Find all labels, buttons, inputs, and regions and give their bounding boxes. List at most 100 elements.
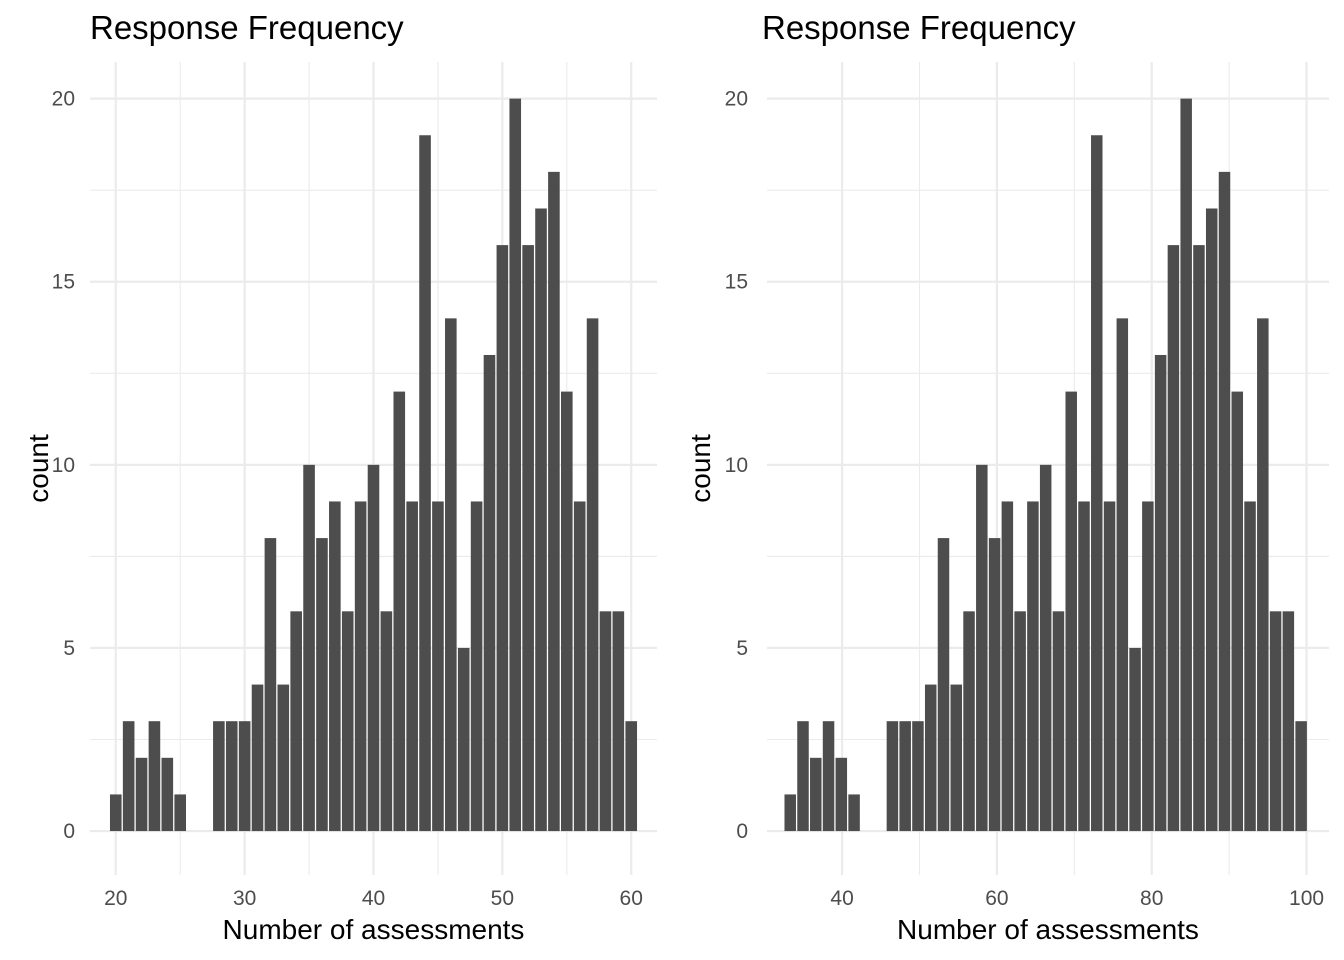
histogram-bar: [1142, 501, 1154, 832]
x-tick-label: 40: [362, 887, 385, 910]
histogram-bar: [1218, 171, 1231, 832]
histogram-bar: [988, 538, 1001, 832]
histogram-bar: [1116, 318, 1129, 832]
histogram-bar: [1065, 391, 1077, 832]
histogram-bar: [1231, 391, 1244, 832]
x-tick-label: 20: [104, 887, 127, 910]
y-tick-label: 15: [52, 271, 75, 294]
y-tick-label: 10: [52, 454, 75, 477]
histogram-bar: [963, 611, 975, 832]
histogram-bar: [1282, 611, 1295, 832]
histogram-bar: [341, 611, 354, 832]
x-axis-ticks: 40 60 80 100: [830, 887, 1324, 910]
histogram-bar: [1180, 98, 1192, 832]
histogram-bar: [419, 135, 431, 832]
histogram-bar: [264, 538, 277, 832]
y-tick-label: 0: [63, 820, 75, 843]
y-axis-ticks: 0 5 10 15 20: [52, 88, 75, 843]
histogram-bar: [912, 721, 924, 832]
histogram-bar: [161, 757, 174, 832]
histogram-bar: [225, 721, 238, 832]
histogram-bar: [1014, 611, 1026, 832]
histogram-bar: [835, 757, 848, 832]
y-tick-label: 20: [725, 88, 748, 111]
x-axis-title: Number of assessments: [897, 914, 1199, 945]
histogram-bar: [797, 721, 809, 832]
histogram-bar: [174, 794, 187, 832]
chart-panel-2: 0 5 10 15 20 40 60 80 100 Response Frequency Numbe…: [685, 9, 1329, 945]
histogram-bar: [522, 245, 534, 832]
histogram-bar: [612, 611, 625, 832]
histogram-bar: [599, 611, 612, 832]
histogram-bar: [432, 501, 444, 832]
histogram-bar: [1091, 135, 1103, 832]
histogram-bar: [924, 684, 937, 832]
histogram-bar: [483, 354, 496, 832]
histogram-bar: [822, 721, 835, 832]
x-tick-label: 60: [620, 887, 643, 910]
histogram-bar: [148, 721, 161, 832]
histogram-bar: [1078, 501, 1090, 832]
histogram-bar: [393, 391, 406, 832]
histogram-bar: [1257, 318, 1269, 832]
histogram-bar: [1295, 721, 1307, 832]
histogram-bar: [213, 721, 225, 832]
x-tick-label: 100: [1289, 887, 1324, 910]
histogram-bar: [316, 538, 328, 832]
histogram-bar: [406, 501, 418, 832]
histogram-bar: [496, 245, 509, 832]
x-tick-label: 40: [830, 887, 853, 910]
histogram-bar: [548, 171, 560, 832]
histogram-bar: [586, 318, 599, 832]
y-axis-title: count: [23, 434, 54, 503]
y-tick-label: 5: [736, 637, 748, 660]
histogram-bar: [303, 464, 315, 832]
histogram-bar: [277, 684, 290, 832]
histogram-bar: [1205, 208, 1218, 832]
histogram-bar: [1039, 464, 1052, 832]
histogram-bar: [470, 501, 483, 832]
histogram-bar: [290, 611, 302, 832]
histogram-bar: [848, 794, 860, 832]
histogram-bar: [367, 464, 380, 832]
chart-title: Response Frequency: [762, 9, 1076, 46]
histogram-bar: [135, 757, 148, 832]
x-tick-label: 80: [1140, 887, 1163, 910]
histogram-bar: [457, 647, 470, 832]
histogram-bar: [937, 538, 950, 832]
y-tick-label: 10: [725, 454, 748, 477]
bars: [784, 98, 1307, 832]
histogram-bar: [380, 611, 393, 832]
histogram-bar: [1269, 611, 1282, 832]
chart-title: Response Frequency: [90, 9, 404, 46]
histogram-bar: [251, 684, 264, 832]
x-axis-ticks: 20 30 40 50 60: [104, 887, 643, 910]
x-tick-label: 60: [985, 887, 1008, 910]
x-tick-label: 50: [491, 887, 514, 910]
histogram-bar: [810, 757, 822, 832]
histogram-bar: [535, 208, 547, 832]
histogram-bar: [122, 721, 135, 832]
histogram-bar: [784, 794, 796, 832]
y-tick-label: 0: [736, 820, 748, 843]
histogram-bar: [886, 721, 899, 832]
y-tick-label: 15: [725, 271, 748, 294]
y-tick-label: 20: [52, 88, 75, 111]
histogram-bar: [573, 501, 586, 832]
histogram-bar: [329, 501, 341, 832]
histogram-bar: [109, 794, 122, 832]
histogram-bar: [950, 684, 963, 832]
histogram-bar: [899, 721, 911, 832]
histogram-bar: [238, 721, 251, 832]
histogram-bar: [1167, 245, 1180, 832]
x-tick-label: 30: [233, 887, 256, 910]
histogram-bar: [976, 464, 988, 832]
y-axis-ticks: 0 5 10 15 20: [725, 88, 748, 843]
bars: [109, 98, 638, 832]
histogram-bar: [1129, 647, 1141, 832]
histogram-bar: [1103, 501, 1116, 832]
histogram-bar: [445, 318, 457, 832]
histogram-bar: [1027, 501, 1039, 832]
